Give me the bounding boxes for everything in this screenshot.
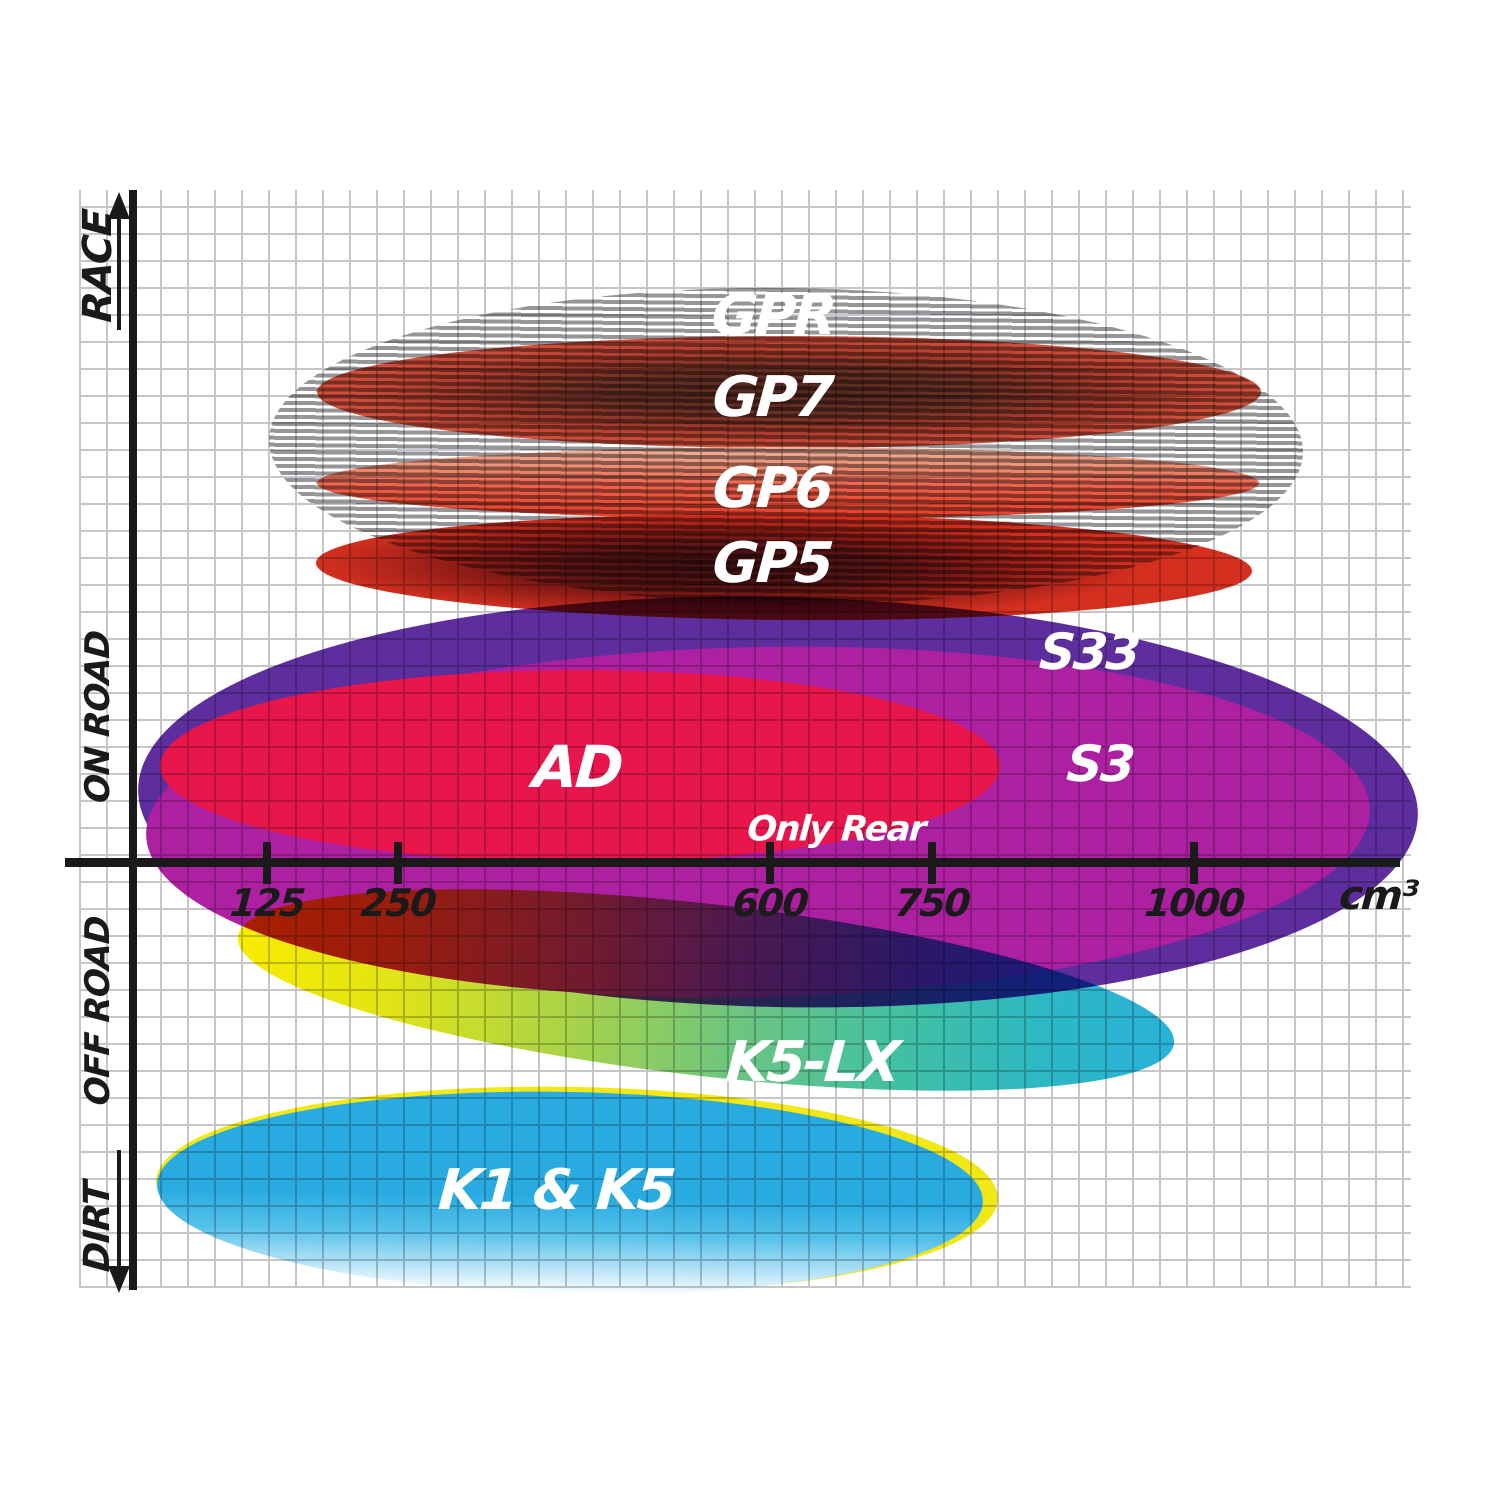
compound-label-k1k5: K1 & K5 — [436, 1158, 676, 1223]
compound-label-k5-lx: K5-LX — [723, 1030, 901, 1095]
x-tick-750 — [928, 841, 936, 884]
x-axis-line — [65, 858, 1400, 867]
compound-label-gp6: GP6 — [710, 456, 834, 521]
compound-label-gpr: GPR — [709, 283, 837, 348]
x-tick-125 — [263, 841, 271, 884]
compound-label-only-rear: Only Rear — [745, 809, 927, 850]
compound-label-gp7: GP7 — [710, 365, 834, 430]
dirt-down-arrow-head — [108, 1266, 130, 1293]
y-axis-line — [129, 190, 137, 1290]
compound-label-s3: S3 — [1064, 735, 1136, 793]
compound-label-ad: AD — [530, 733, 624, 801]
race-up-arrow-head — [108, 192, 130, 219]
x-tick-1000 — [1190, 841, 1198, 884]
race-up-arrow-shaft — [117, 212, 121, 330]
x-tick-250 — [394, 841, 402, 884]
x-tick-600 — [766, 841, 774, 884]
dirt-down-arrow-shaft — [117, 1150, 121, 1273]
compound-label-gp5: GP5 — [710, 531, 834, 596]
compound-label-s33: S33 — [1037, 623, 1141, 681]
